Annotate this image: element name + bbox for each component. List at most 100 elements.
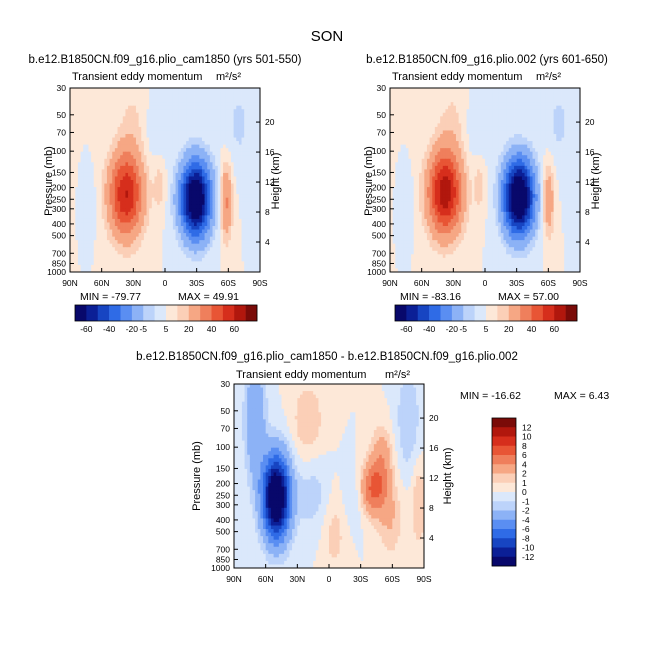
- y-axis-label: Pressure (mb): [43, 146, 55, 216]
- heatmap-cell: [83, 254, 87, 259]
- heatmap-cell: [233, 180, 237, 184]
- heatmap-cell: [159, 190, 163, 195]
- heatmap-cell: [254, 187, 258, 192]
- heatmap-cell: [188, 243, 192, 248]
- heatmap-cell: [527, 141, 531, 146]
- heatmap-cell: [101, 137, 105, 142]
- heatmap-cell: [503, 134, 507, 138]
- heatmap-cell: [130, 105, 134, 110]
- heatmap-cell: [117, 165, 121, 170]
- heatmap-cell: [572, 134, 576, 138]
- heatmap-cell: [112, 130, 116, 135]
- heatmap-cell: [228, 169, 232, 174]
- heatmap-cell: [117, 183, 121, 188]
- heatmap-cell: [183, 236, 187, 241]
- heatmap-cell: [440, 130, 444, 135]
- heatmap-cell: [416, 126, 420, 131]
- heatmap-cell: [135, 222, 140, 227]
- heatmap-cell: [93, 172, 97, 177]
- heatmap-cell: [405, 130, 409, 135]
- heatmap-cell: [135, 162, 140, 167]
- heatmap-cell: [495, 141, 499, 146]
- heatmap-cell: [154, 109, 158, 114]
- heatmap-cell: [167, 180, 171, 184]
- heatmap-cell: [85, 222, 89, 227]
- heatmap-cell: [80, 215, 84, 220]
- heatmap-cell: [471, 141, 475, 146]
- heatmap-cell: [498, 123, 502, 128]
- heatmap-cell: [188, 236, 192, 241]
- heatmap-cell: [125, 109, 129, 114]
- heatmap-cell: [83, 162, 87, 167]
- heatmap-cell: [201, 105, 205, 110]
- heatmap-cell: [83, 130, 87, 135]
- heatmap-cell: [230, 141, 235, 146]
- heatmap-cell: [236, 229, 240, 234]
- heatmap-cell: [75, 247, 79, 252]
- heatmap-cell: [162, 257, 166, 262]
- heatmap-cell: [249, 123, 253, 128]
- heatmap-cell: [194, 257, 198, 262]
- x-tick-label: 60S: [221, 278, 236, 288]
- heatmap-cell: [196, 222, 200, 227]
- heatmap-cell: [104, 204, 108, 209]
- heatmap-cell: [199, 144, 203, 149]
- heatmap-cell: [114, 134, 118, 138]
- heatmap-cell: [448, 123, 452, 128]
- heatmap-cell: [220, 204, 224, 209]
- heatmap-cell: [204, 155, 208, 160]
- heatmap-cell: [75, 116, 79, 121]
- heatmap-cell: [225, 98, 229, 103]
- heatmap-cell: [532, 98, 536, 103]
- heatmap-cell: [228, 233, 232, 238]
- heatmap-cell: [165, 102, 169, 107]
- heatmap-cell: [88, 119, 92, 124]
- heatmap-cell: [114, 197, 118, 202]
- heatmap-cell: [165, 226, 169, 230]
- heatmap-cell: [244, 88, 248, 92]
- heatmap-cell: [138, 211, 142, 216]
- heatmap-cell: [91, 148, 95, 153]
- heatmap-cell: [138, 257, 142, 262]
- heatmap-cell: [183, 123, 187, 128]
- heatmap-cell: [101, 155, 105, 160]
- heatmap-cell: [157, 172, 161, 177]
- heatmap-cell: [146, 204, 150, 209]
- heatmap-cell: [220, 109, 224, 114]
- heatmap-cell: [133, 180, 137, 184]
- heatmap-cell: [241, 109, 245, 114]
- heatmap-cell: [437, 137, 441, 142]
- y-tick-label: 300: [52, 204, 66, 214]
- heatmap-cell: [196, 243, 200, 248]
- heatmap-cell: [114, 264, 118, 269]
- heatmap-cell: [178, 123, 182, 128]
- heatmap-cell: [553, 88, 557, 92]
- heatmap-cell: [178, 247, 182, 252]
- heatmap-cell: [188, 229, 192, 234]
- heatmap-cell: [403, 109, 407, 114]
- heatmap-cell: [550, 134, 555, 138]
- heatmap-cell: [125, 165, 129, 170]
- heatmap-cell: [186, 151, 190, 156]
- heatmap-cell: [70, 88, 74, 92]
- heatmap-cell: [254, 250, 258, 255]
- heatmap-cell: [114, 91, 118, 96]
- heatmap-cell: [225, 254, 229, 259]
- heatmap-cell: [133, 187, 137, 192]
- heatmap-cell: [128, 109, 132, 114]
- heatmap-cell: [186, 105, 190, 110]
- heatmap-cell: [186, 197, 190, 202]
- heatmap-cell: [175, 204, 179, 209]
- heatmap-cell: [191, 148, 195, 153]
- heatmap-cell: [199, 109, 203, 114]
- heatmap-cell: [80, 243, 84, 248]
- heatmap-cell: [246, 165, 250, 170]
- heatmap-cell: [238, 229, 242, 234]
- heatmap-cell: [199, 155, 203, 160]
- heatmap-cell: [157, 109, 161, 114]
- heatmap-cell: [72, 208, 76, 213]
- heatmap-cell: [238, 151, 242, 156]
- heatmap-cell: [207, 190, 211, 195]
- heatmap-cell: [199, 95, 203, 100]
- heatmap-cell: [125, 261, 129, 266]
